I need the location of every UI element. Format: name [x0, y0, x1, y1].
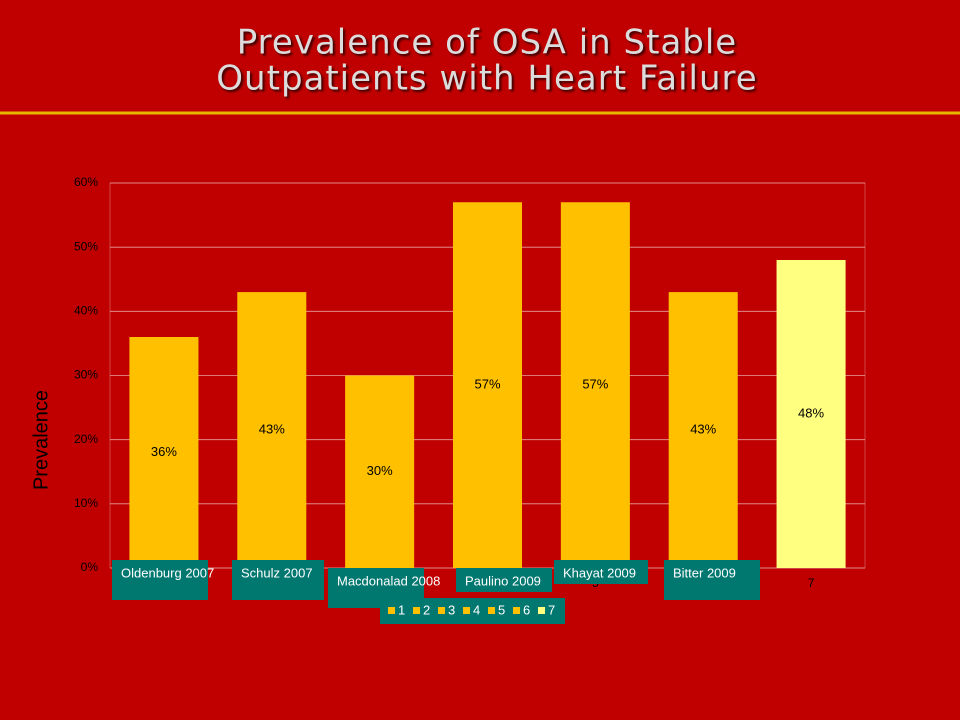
study-box — [112, 560, 208, 600]
legend-swatch — [513, 607, 520, 614]
legend-swatch — [488, 607, 495, 614]
legend-label: 4 — [473, 602, 480, 617]
legend-label: 3 — [448, 602, 455, 617]
y-tick-label: 0% — [81, 560, 99, 574]
bar — [345, 375, 415, 568]
y-tick-label: 50% — [74, 239, 98, 253]
bar — [452, 202, 523, 568]
legend-swatch — [388, 607, 395, 614]
data-label: 57% — [582, 377, 608, 392]
legend-swatch — [463, 607, 470, 614]
data-label: 30% — [367, 463, 393, 478]
y-tick-label: 40% — [74, 304, 98, 318]
study-label: Khayat 2009 — [563, 565, 636, 580]
legend-label: 5 — [498, 602, 505, 617]
study-label: Oldenburg 2007 — [121, 565, 214, 580]
legend-label: 6 — [523, 602, 530, 617]
legend-swatch — [413, 607, 420, 614]
y-axis-title: Prevalence — [30, 390, 52, 490]
bar — [237, 292, 307, 568]
bar — [560, 202, 630, 568]
study-box — [456, 568, 552, 592]
legend-label: 2 — [423, 602, 430, 617]
legend-swatch — [438, 607, 445, 614]
x-tick-label: 7 — [808, 576, 815, 590]
bar — [668, 292, 738, 568]
title-line: Prevalence of OSA in Stable — [237, 23, 737, 63]
title-line: Outpatients with Heart Failure — [216, 59, 757, 99]
data-label: 48% — [798, 405, 824, 420]
bar — [776, 260, 846, 568]
y-tick-label: 60% — [74, 175, 98, 189]
study-label: Macdonalad 2008 — [337, 573, 440, 588]
study-box — [554, 560, 648, 584]
legend-swatch — [538, 607, 545, 614]
study-label: Schulz 2007 — [241, 565, 313, 580]
data-label: 43% — [259, 421, 285, 436]
study-box — [232, 560, 324, 600]
study-label: Bitter 2009 — [673, 565, 736, 580]
study-box — [664, 560, 760, 600]
study-label: Paulino 2009 — [465, 573, 541, 588]
legend-box — [380, 598, 565, 624]
data-label: 36% — [151, 444, 177, 459]
data-label: 57% — [474, 377, 500, 392]
data-label: 43% — [690, 421, 716, 436]
legend-label: 1 — [398, 602, 405, 617]
legend-label: 7 — [548, 602, 555, 617]
y-tick-label: 30% — [74, 368, 98, 382]
y-tick-label: 20% — [74, 432, 98, 446]
bar — [129, 337, 199, 568]
y-tick-label: 10% — [74, 496, 98, 510]
